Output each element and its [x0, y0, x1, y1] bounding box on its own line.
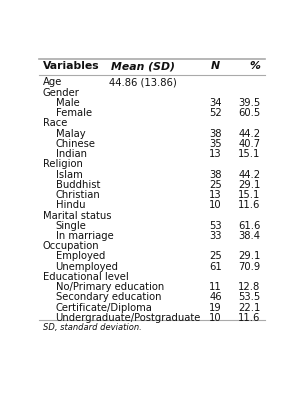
Text: 39.5: 39.5 — [238, 98, 260, 108]
Text: SD, standard deviation.: SD, standard deviation. — [43, 322, 142, 332]
Text: 38.4: 38.4 — [238, 231, 260, 241]
Text: 11.6: 11.6 — [238, 313, 260, 323]
Text: 44.86 (13.86): 44.86 (13.86) — [109, 77, 177, 87]
Text: 70.9: 70.9 — [238, 262, 260, 272]
Text: Gender: Gender — [43, 88, 80, 98]
Text: Unemployed: Unemployed — [56, 262, 119, 272]
Text: Variables: Variables — [43, 61, 99, 71]
Text: Educational level: Educational level — [43, 272, 129, 282]
Text: 52: 52 — [209, 108, 222, 118]
Text: 44.2: 44.2 — [238, 128, 260, 138]
Text: No/Primary education: No/Primary education — [56, 282, 164, 292]
Text: Male: Male — [56, 98, 79, 108]
Text: Employed: Employed — [56, 252, 105, 262]
Text: 15.1: 15.1 — [238, 190, 260, 200]
Text: 61: 61 — [209, 262, 222, 272]
Text: 44.2: 44.2 — [238, 170, 260, 180]
Text: 38: 38 — [209, 170, 222, 180]
Text: 10: 10 — [209, 200, 222, 210]
Text: Age: Age — [43, 77, 62, 87]
Text: 10: 10 — [209, 313, 222, 323]
Text: 40.7: 40.7 — [238, 139, 260, 149]
Text: Certificate/Diploma: Certificate/Diploma — [56, 303, 152, 313]
Text: Occupation: Occupation — [43, 241, 99, 251]
Text: 13: 13 — [209, 190, 222, 200]
Text: Undergraduate/Postgraduate: Undergraduate/Postgraduate — [56, 313, 201, 323]
Text: 15.1: 15.1 — [238, 149, 260, 159]
Text: 60.5: 60.5 — [238, 108, 260, 118]
Text: 53.5: 53.5 — [238, 292, 260, 302]
Text: 11: 11 — [209, 282, 222, 292]
Text: Secondary education: Secondary education — [56, 292, 161, 302]
Text: 61.6: 61.6 — [238, 221, 260, 231]
Text: 34: 34 — [209, 98, 222, 108]
Text: 12.8: 12.8 — [238, 282, 260, 292]
Text: 13: 13 — [209, 149, 222, 159]
Text: Mean (SD): Mean (SD) — [111, 61, 175, 71]
Text: 19: 19 — [209, 303, 222, 313]
Text: Malay: Malay — [56, 128, 85, 138]
Text: 38: 38 — [209, 128, 222, 138]
Text: 29.1: 29.1 — [238, 180, 260, 190]
Text: Hindu: Hindu — [56, 200, 85, 210]
Text: Race: Race — [43, 118, 67, 128]
Text: 25: 25 — [209, 252, 222, 262]
Text: 11.6: 11.6 — [238, 200, 260, 210]
Text: 46: 46 — [209, 292, 222, 302]
Text: 22.1: 22.1 — [238, 303, 260, 313]
Text: 53: 53 — [209, 221, 222, 231]
Text: Indian: Indian — [56, 149, 86, 159]
Text: Religion: Religion — [43, 159, 83, 169]
Text: Islam: Islam — [56, 170, 82, 180]
Text: 29.1: 29.1 — [238, 252, 260, 262]
Text: Buddhist: Buddhist — [56, 180, 100, 190]
Text: In marriage: In marriage — [56, 231, 113, 241]
Text: Christian: Christian — [56, 190, 100, 200]
Text: 35: 35 — [209, 139, 222, 149]
Text: %: % — [249, 61, 260, 71]
Text: Chinese: Chinese — [56, 139, 96, 149]
Text: N: N — [211, 61, 220, 71]
Text: Female: Female — [56, 108, 92, 118]
Text: 33: 33 — [209, 231, 222, 241]
Text: Single: Single — [56, 221, 86, 231]
Text: Marital status: Marital status — [43, 210, 111, 220]
Text: 25: 25 — [209, 180, 222, 190]
